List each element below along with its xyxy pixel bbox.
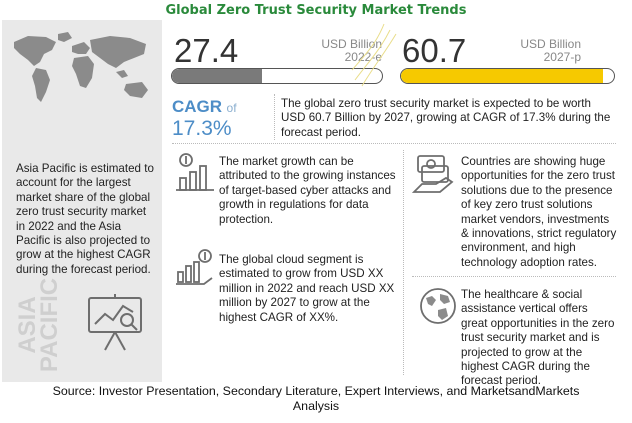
source-line-1: Source: Investor Presentation, Secondary… xyxy=(52,384,580,398)
cagr-divider xyxy=(274,94,275,140)
unit-2027: USD Billion 2027-p xyxy=(460,38,581,64)
healthcare-text: The healthcare & social assistance verti… xyxy=(461,288,615,388)
asia-pacific-vertical-label: ASIA PACIFIC xyxy=(14,270,63,380)
presentation-chart-icon xyxy=(88,294,142,351)
growth-summary-text: The global zero trust security market is… xyxy=(281,97,611,139)
bar-fill-2022 xyxy=(172,69,263,83)
dollar-bar-chart-icon xyxy=(176,153,214,191)
world-map-icon xyxy=(14,32,148,102)
decorative-swirl-icon xyxy=(351,23,397,87)
unit-label-2022: USD Billion xyxy=(321,37,382,51)
left-panel: Asia Pacific is estimated to account for… xyxy=(2,20,162,382)
money-hand-icon xyxy=(412,155,454,193)
cagr-block: CAGR of 17.3% xyxy=(172,97,237,140)
bar-value-2022: 27.4 xyxy=(174,32,239,69)
cagr-of-label: of xyxy=(226,101,237,115)
unit-label-2027: USD Billion xyxy=(520,37,581,51)
hand-bar-chart-icon xyxy=(176,249,213,285)
bar-fill-2027 xyxy=(401,69,604,83)
year-label-2027: 2027-p xyxy=(543,50,581,64)
countries-text: Countries are showing huge opportunities… xyxy=(461,155,617,269)
cagr-label: CAGR xyxy=(172,97,223,116)
cloud-segment-text: The global cloud segment is estimated to… xyxy=(219,253,395,324)
bar-track-2022 xyxy=(171,68,383,84)
cagr-value: 17.3% xyxy=(172,117,232,140)
source-line-2: Analysis xyxy=(292,399,340,413)
bar-value-2027: 60.7 xyxy=(402,32,467,69)
globe-icon xyxy=(420,288,456,324)
infographic-title: Global Zero Trust Security Market Trends xyxy=(165,3,467,18)
bar-track-2027 xyxy=(400,68,615,84)
right-divider xyxy=(412,276,616,277)
source-note: Source: Investor Presentation, Secondary… xyxy=(0,384,632,414)
middle-divider xyxy=(403,150,404,375)
market-growth-text: The market growth can be attributed to t… xyxy=(219,155,396,226)
asia-pacific-description: Asia Pacific is estimated to account for… xyxy=(16,162,154,276)
vertical-label-line-2: PACIFIC xyxy=(36,277,63,373)
top-divider xyxy=(172,143,616,144)
